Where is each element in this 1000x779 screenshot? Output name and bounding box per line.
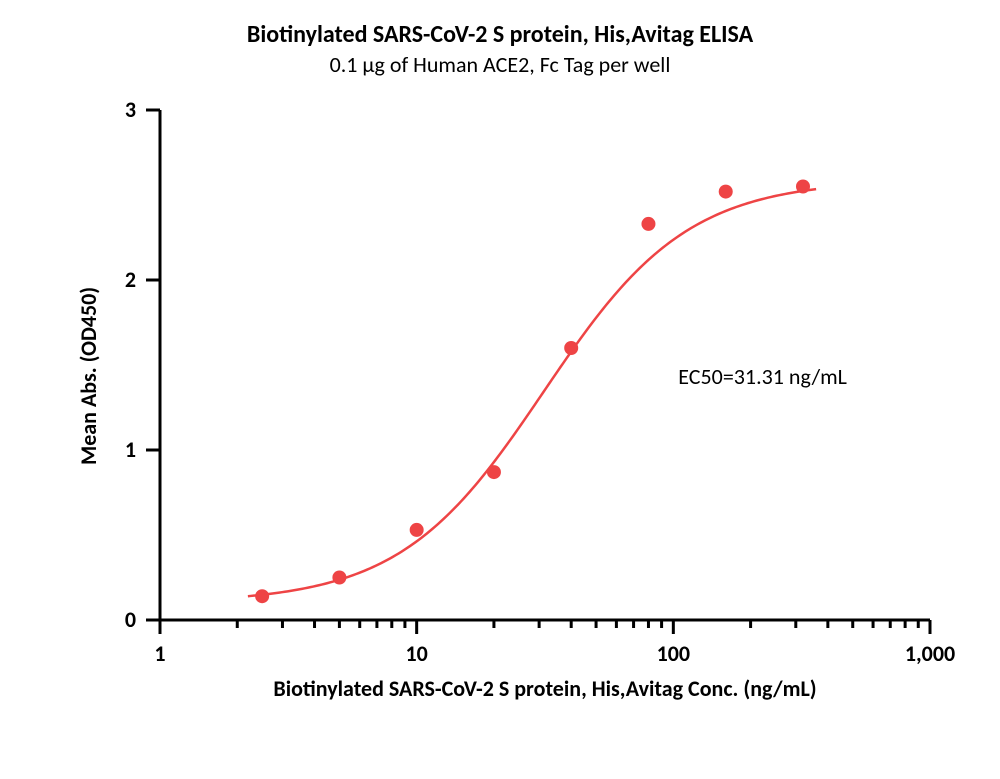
x-axis-label: Biotinylated SARS-CoV-2 S protein, His,A… [160, 675, 930, 702]
y-tick-label: 2 [106, 266, 136, 293]
x-tick-label: 1 [110, 640, 210, 667]
x-tick-label: 1,000 [880, 640, 980, 667]
y-tick-label: 1 [106, 436, 136, 463]
y-tick-label: 3 [106, 96, 136, 123]
y-axis-label: Mean Abs. (OD450) [75, 287, 102, 465]
y-tick-label: 0 [106, 606, 136, 633]
chart-title: Biotinylated SARS-CoV-2 S protein, His,A… [0, 20, 1000, 49]
chart-subtitle: 0.1 μg of Human ACE2, Fc Tag per well [0, 51, 1000, 78]
x-tick-label: 10 [367, 640, 467, 667]
x-tick-label: 100 [623, 640, 723, 667]
ec50-annotation: EC50=31.31 ng/mL [678, 363, 847, 390]
title-block: Biotinylated SARS-CoV-2 S protein, His,A… [0, 20, 1000, 78]
elisa-chart: Biotinylated SARS-CoV-2 S protein, His,A… [0, 0, 1000, 779]
